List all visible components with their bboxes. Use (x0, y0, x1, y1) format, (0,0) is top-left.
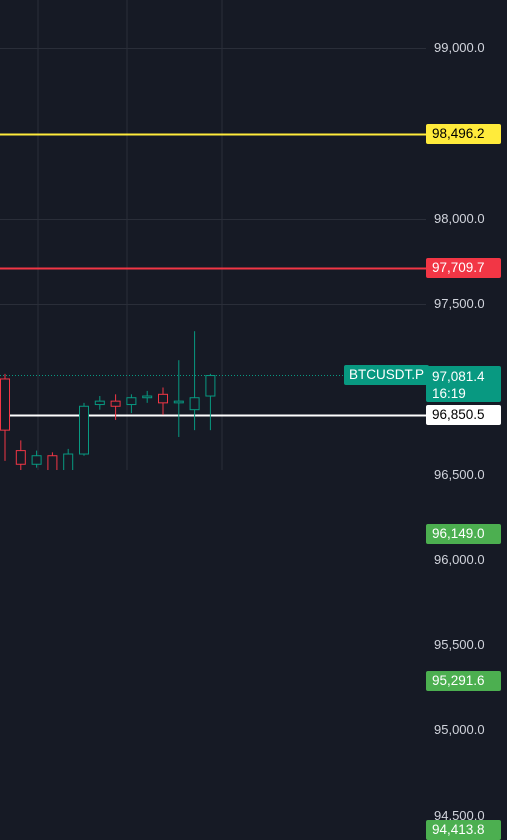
candle-body (47, 455, 58, 470)
candle-body (158, 393, 168, 404)
price-tick-label: 96,000.0 (434, 551, 485, 567)
candle-body (63, 453, 74, 470)
candle-body (142, 395, 153, 399)
line-price-label: 94,413.8 (426, 820, 501, 840)
price-tick-label: 97,500.0 (434, 295, 485, 311)
candle (126, 394, 137, 414)
line-price-label: 98,496.2 (426, 124, 501, 144)
line-price-label: 96,850.5 (426, 405, 501, 425)
candle-body (15, 450, 26, 465)
line-price-label: 97,709.7 (426, 258, 501, 278)
candle (94, 396, 105, 410)
candle (142, 390, 153, 403)
candle (63, 448, 74, 470)
chart-grid (0, 0, 426, 470)
chart-canvas[interactable] (0, 0, 507, 470)
candle-body (205, 375, 216, 397)
candle-body (94, 400, 105, 406)
candle (47, 452, 58, 470)
price-tick-label: 95,500.0 (434, 637, 485, 653)
current-price-tag: 97,081.4 16:19 (426, 366, 501, 402)
candle (31, 450, 42, 468)
line-price-label: 95,291.6 (426, 671, 501, 691)
bar-countdown: 16:19 (432, 386, 466, 401)
candle-body (126, 397, 137, 406)
candle-body (79, 405, 89, 455)
symbol-label[interactable]: BTCUSDT.P (344, 365, 430, 385)
price-axis[interactable]: 99,500.099,000.098,000.097,500.096,500.0… (426, 0, 507, 840)
price-tick-label: 98,000.0 (434, 210, 485, 226)
candle (158, 387, 168, 415)
candle-body (110, 400, 121, 407)
candle (205, 373, 216, 431)
price-tick-label: 96,500.0 (434, 466, 485, 482)
candle-body (0, 378, 10, 431)
candle (110, 394, 121, 420)
candle (79, 402, 89, 456)
candle (15, 440, 26, 470)
current-price-value: 97,081.4 (432, 369, 485, 384)
candlestick-series (0, 331, 216, 470)
line-price-label: 96,149.0 (426, 524, 501, 544)
candle-body (173, 400, 184, 404)
candle (189, 331, 200, 431)
candle (0, 373, 10, 461)
price-tick-label: 95,000.0 (434, 722, 485, 738)
candle (173, 360, 184, 437)
horizontal-lines (0, 133, 426, 417)
candle-body (31, 455, 42, 465)
candle-body (189, 397, 200, 411)
price-tick-label: 99,000.0 (434, 40, 485, 55)
